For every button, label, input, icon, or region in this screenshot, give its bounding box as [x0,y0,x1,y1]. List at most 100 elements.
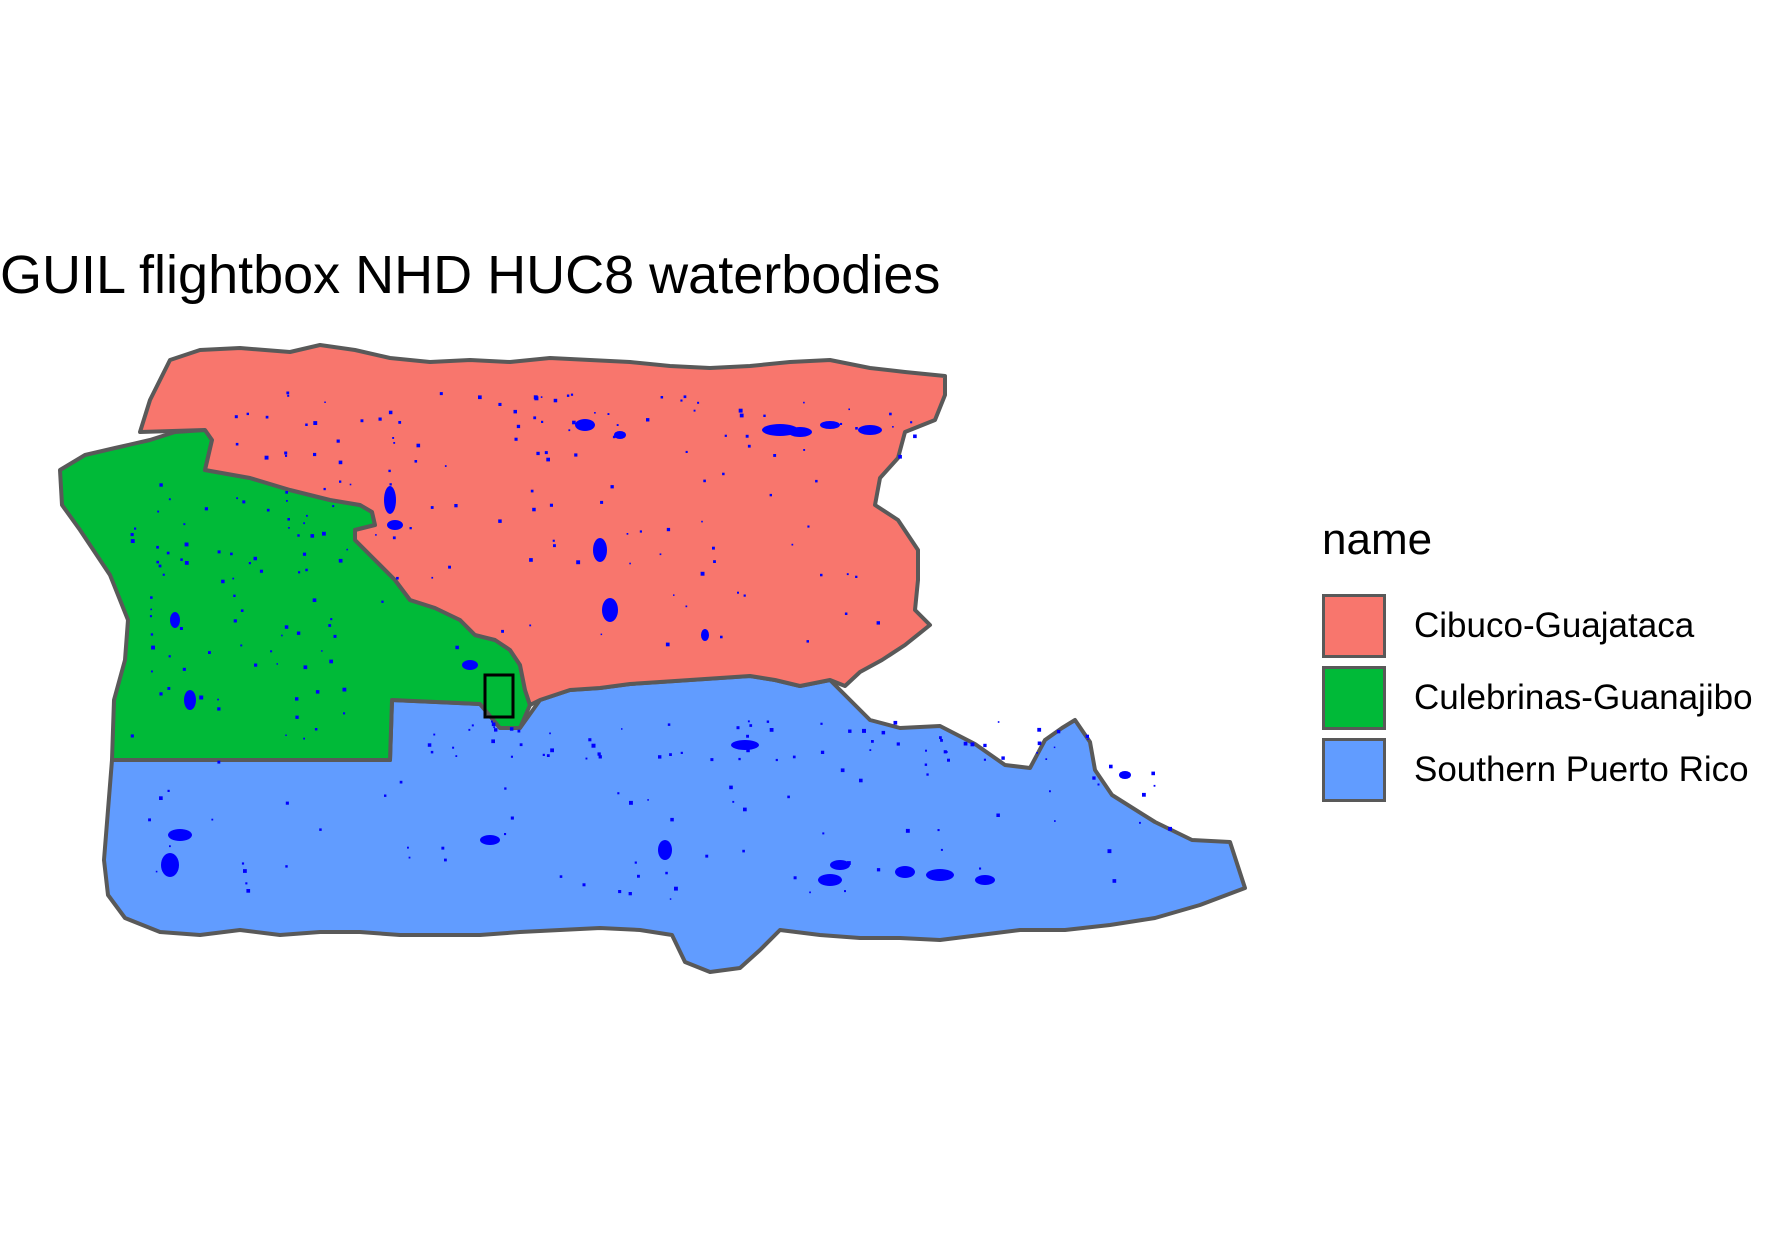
legend-swatch-blue [1322,738,1386,802]
waterbody-speck [399,780,403,784]
waterbody-speck [242,500,246,504]
waterbody-speck [945,751,948,753]
waterbody-speck [504,787,507,790]
waterbody-reservoir [593,538,607,562]
waterbody-speck [266,508,270,512]
waterbody-speck [722,472,725,476]
waterbody-speck [646,418,650,422]
waterbody-speck [1109,764,1113,769]
waterbody-speck [743,807,747,812]
waterbody-speck [846,573,849,576]
waterbody-speck [322,531,326,536]
waterbody-speck [430,506,434,509]
waterbody-speck [585,757,588,760]
legend-swatch-green [1322,666,1386,730]
waterbody-speck [552,539,555,542]
waterbody-speck [970,742,975,747]
waterbody-speck [979,867,982,870]
waterbody-speck [1037,727,1042,732]
waterbody-speck [697,401,700,404]
waterbody-speck [743,594,746,597]
waterbody-speck [738,757,741,761]
waterbody-speck [896,742,900,746]
waterbody-speck [905,828,910,833]
waterbody-speck [724,434,727,437]
waterbody-speck [240,609,244,612]
waterbody-reservoir [184,690,196,710]
waterbody-speck [312,598,317,602]
waterbody-speck [1168,826,1172,831]
waterbody-speck [286,391,290,395]
waterbody-speck [566,394,570,397]
waterbody-speck [544,451,548,455]
waterbody-speck [510,816,514,820]
waterbody-speck [159,692,163,696]
waterbody-speck [859,778,863,783]
waterbody-speck [285,491,288,494]
waterbody-speck [892,426,894,428]
waterbody-speck [156,545,159,549]
waterbody-speck [742,849,745,853]
waterbody-speck [182,667,186,671]
waterbody-speck [803,401,805,404]
waterbody-speck [342,687,347,692]
waterbody-speck [1107,849,1112,854]
waterbody-speck [199,695,204,700]
waterbody-speck [339,480,342,483]
waterbody-speck [713,560,716,563]
waterbody-reservoir [895,866,915,878]
waterbody-speck [1097,783,1100,786]
waterbody-speck [600,633,603,636]
waterbody-speck [737,591,739,594]
waterbody-speck [302,552,307,556]
waterbody-reservoir [975,875,995,885]
waterbody-speck [513,409,517,414]
waterbody-speck [855,575,858,578]
waterbody-speck [670,817,674,822]
waterbody-speck [1054,820,1056,822]
waterbody-speck [516,424,521,429]
waterbody-speck [996,813,1000,817]
waterbody-speck [1087,738,1089,740]
waterbody-speck [869,749,872,751]
waterbody-speck [738,408,743,413]
waterbody-speck [430,750,434,754]
waterbody-reservoir [1119,771,1131,779]
waterbody-speck [618,890,622,894]
waterbody-speck [381,600,384,603]
waterbody-speck [168,655,171,658]
waterbody-speck [600,500,604,504]
waterbody-speck [349,483,352,486]
waterbody-speck [536,451,540,456]
waterbody-speck [769,728,774,732]
waterbody-speck [550,748,554,753]
waterbody-speck [388,469,391,473]
waterbody-reservoir [462,660,478,670]
waterbody-speck [285,865,288,868]
waterbody-speck [665,642,670,647]
waterbody-speck [151,670,153,673]
waterbody-speck [246,889,251,893]
waterbody-speck [392,536,396,540]
waterbody-speck [940,739,943,742]
waterbody-speck [871,740,874,743]
waterbody-speck [388,410,393,415]
waterbody-speck [598,755,602,759]
waterbody-speck [221,579,225,584]
waterbody-speck [130,539,135,543]
waterbody-speck [775,758,778,762]
waterbody-speck [439,392,443,396]
legend-label: Southern Puerto Rico [1414,750,1749,789]
waterbody-speck [156,560,159,564]
waterbody-speck [862,728,866,733]
waterbody-reservoir [602,598,618,622]
waterbody-speck [305,568,308,572]
waterbody-speck [478,395,482,400]
waterbody-speck [491,739,495,744]
waterbody-speck [510,755,513,758]
waterbody-speck [546,754,550,757]
waterbody-speck [217,707,221,711]
waterbody-speck [179,627,183,630]
waterbody-speck [712,546,715,550]
